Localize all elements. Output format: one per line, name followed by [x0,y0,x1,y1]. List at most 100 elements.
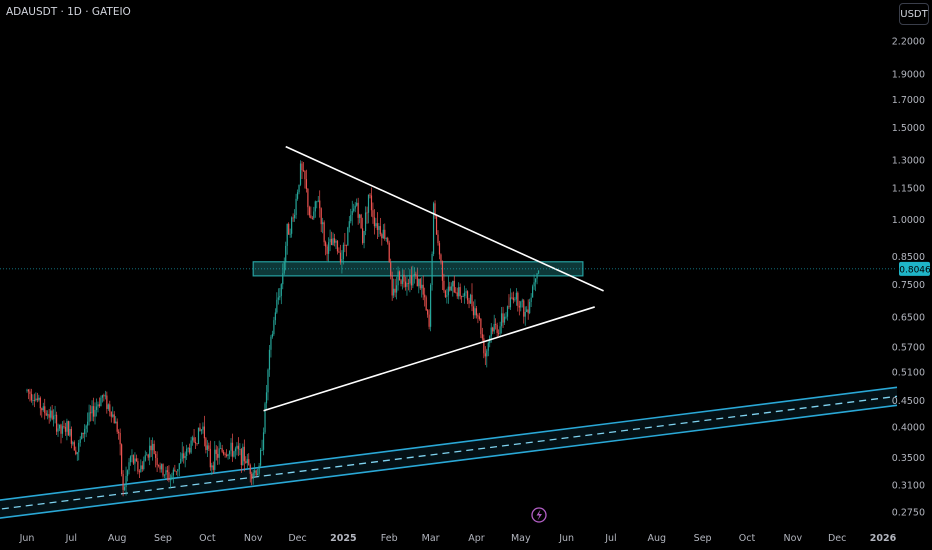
candle-body [118,431,120,433]
candle-body [245,461,247,463]
channel-lower-line[interactable] [0,404,898,519]
candle-body [89,412,92,414]
channel-mid-line[interactable] [0,395,898,510]
candle-body [131,455,133,457]
time-axis[interactable]: Jun Jul Aug Sep Oct Nov Dec 2025 Feb Mar Apr May Jun… [19,533,897,544]
candle-body [282,273,284,285]
candle-body [398,271,401,281]
candle-body [458,287,460,297]
candle-body [517,292,519,306]
candle-body [181,453,183,459]
events-icon[interactable] [531,507,547,523]
candle-body [325,242,327,247]
candle-body [180,458,182,464]
candle-body [221,448,223,452]
candle-body [231,442,234,457]
candle-body [313,211,315,219]
candle-body [332,238,334,246]
candle-body [344,244,346,246]
candle-body [295,198,297,215]
candle-body [261,449,263,451]
candle-body [223,451,225,455]
candle-body [369,194,371,196]
candle-body [330,238,333,246]
candle-body [228,450,231,455]
candle-body [385,238,387,239]
candle-body [403,274,405,282]
candle-body [279,295,281,298]
descending-trendline[interactable] [285,145,604,292]
candle-body [115,421,117,424]
candle-body [503,316,506,323]
candle-body [450,286,452,291]
candle-body [500,313,503,327]
candle-body [288,223,290,235]
candle-body [530,297,532,302]
candle-body [126,470,129,477]
candle-body [190,440,192,453]
candle-body [150,445,152,451]
candle-body [430,285,432,327]
candle-body [462,296,464,297]
candle-body [387,238,389,243]
candle-body [314,201,316,212]
candle-body [248,459,250,465]
candle-body [396,285,398,293]
candle-body [95,406,98,410]
candle-body [440,254,442,262]
candle-body [79,439,81,443]
zone-rect[interactable] [252,261,584,277]
candle-body [410,275,412,286]
price-axis[interactable]: 2.2000 1.9000 1.7000 1.5000 1.3000 1.1500 1.00… [892,37,925,519]
candle-body [132,455,135,464]
candle-body [391,275,393,296]
candle-body [171,475,173,479]
candle-body [291,217,293,234]
candle-body [122,474,124,490]
candle-body [246,459,248,463]
candle-body [336,240,339,252]
candle-body [487,343,489,351]
price-tick-label: 0.6500 [892,313,925,324]
channel-upper-line[interactable] [0,386,898,501]
candle-body [432,203,435,254]
candle-body [305,179,308,189]
candle-body [175,471,177,473]
candle-body [478,316,480,319]
candle-body [298,184,300,193]
candle-body [490,327,492,337]
candle-body [407,283,410,284]
candle-body [76,452,78,455]
candle-body [200,429,203,431]
candle-body [468,300,470,304]
candle-body [381,234,383,239]
candle-body [339,252,342,263]
candle-body [444,290,446,297]
candle-body [347,227,349,246]
candle-body [455,292,457,294]
candle-body [91,406,93,414]
ascending-trendline[interactable] [263,306,595,412]
candle-body [285,245,287,262]
candle-body [537,270,540,274]
events-marker [531,507,547,523]
candle-body [370,195,373,211]
candle-body [186,448,188,456]
candle-body [367,194,370,213]
candle-body [169,478,172,481]
time-tick-label: Sep [154,533,172,544]
candle-body [438,243,441,255]
candle-body [302,170,305,171]
candle-body [143,460,145,470]
candle-body [258,465,260,474]
currency-button[interactable]: USDT [899,3,929,25]
trendlines [263,145,604,412]
candle-body [206,445,208,450]
candlesticks [26,160,540,497]
candle-body [376,223,378,230]
candle-body [359,214,361,218]
candle-body [289,233,291,235]
candle-body [404,281,407,287]
candle-body [98,404,101,407]
